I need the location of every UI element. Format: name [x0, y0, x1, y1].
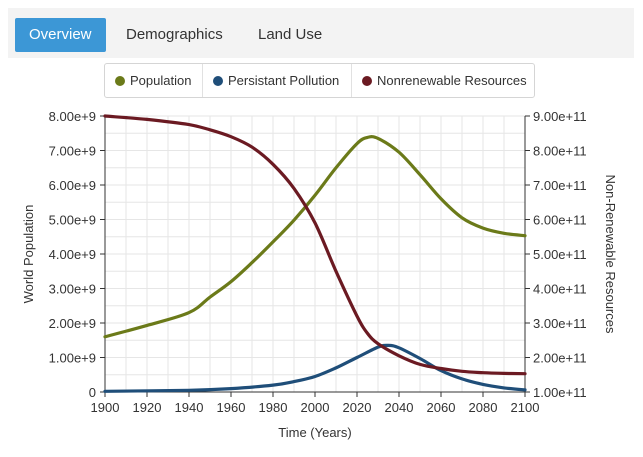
- series-line-nonrenewable-resources: [103, 114, 527, 376]
- y-tick-label-left: 7.00e+9: [49, 144, 96, 159]
- y-tick-label-right: 1.00e+11: [533, 385, 587, 400]
- y-tick-label-right: 6.00e+11: [533, 213, 587, 228]
- y-tick-label-left: 0: [89, 385, 96, 400]
- legend-dot-icon: [213, 75, 223, 86]
- y-axis-title-left: World Population: [21, 205, 36, 304]
- y-tick-label-left: 1.00e+9: [49, 351, 96, 366]
- y-tick-label-right: 9.00e+11: [533, 109, 587, 124]
- chart-labels: 1900 1920 1940 1960 1980 2000 2020 2040 2060 2080…: [21, 109, 618, 440]
- legend-label: Population: [130, 73, 192, 88]
- legend-dot-icon: [362, 75, 372, 86]
- legend-item-pollution[interactable]: Persistant Pollution: [213, 64, 339, 97]
- y-axis-title-right: Non-Renewable Resources: [603, 175, 618, 334]
- tab-land-use[interactable]: Land Use: [258, 26, 323, 43]
- y-tick-label-left: 2.00e+9: [49, 316, 96, 331]
- x-tick-label: 2060: [427, 400, 456, 415]
- y-tick-label-right: 8.00e+11: [533, 144, 587, 159]
- x-tick-label: 1940: [175, 400, 204, 415]
- legend-item-population[interactable]: Population: [115, 64, 191, 97]
- y-tick-label-left: 4.00e+9: [49, 247, 96, 262]
- legend-label: Persistant Pollution: [228, 73, 340, 88]
- x-tick-label: 2080: [469, 400, 498, 415]
- legend-label: Nonrenewable Resources: [377, 73, 527, 88]
- y-tick-label-left: 5.00e+9: [49, 213, 96, 228]
- x-tick-label: 2100: [511, 400, 540, 415]
- legend-item-resources[interactable]: Nonrenewable Resources: [362, 64, 527, 97]
- x-tick-label: 2000: [301, 400, 330, 415]
- y-tick-label-right: 3.00e+11: [533, 316, 587, 331]
- y-tick-label-right: 7.00e+11: [533, 178, 587, 193]
- x-tick-label: 1960: [217, 400, 246, 415]
- x-tick-label: 2040: [385, 400, 414, 415]
- x-tick-label: 1900: [91, 400, 120, 415]
- y-tick-label-right: 2.00e+11: [533, 351, 587, 366]
- legend-divider: [351, 64, 352, 97]
- tab-demographics[interactable]: Demographics: [126, 26, 223, 43]
- chart-legend: Population Persistant Pollution Nonrenew…: [104, 63, 535, 98]
- y-tick-label-left: 3.00e+9: [49, 282, 96, 297]
- tab-overview[interactable]: Overview: [15, 18, 106, 52]
- series-line-population: [103, 135, 527, 339]
- y-tick-label-right: 4.00e+11: [533, 282, 587, 297]
- series-line-persistant-pollution: [103, 343, 527, 393]
- x-tick-label: 1980: [259, 400, 288, 415]
- tab-bar: Overview Demographics Land Use: [8, 8, 634, 58]
- y-tick-label-left: 8.00e+9: [49, 109, 96, 124]
- legend-dot-icon: [115, 75, 125, 86]
- x-axis-title: Time (Years): [278, 425, 351, 440]
- legend-divider: [202, 64, 203, 97]
- chart-grid: [104, 115, 526, 393]
- chart-series: [103, 114, 527, 393]
- y-tick-label-right: 5.00e+11: [533, 247, 587, 262]
- y-tick-label-left: 6.00e+9: [49, 178, 96, 193]
- x-tick-label: 1920: [133, 400, 162, 415]
- x-tick-label: 2020: [343, 400, 372, 415]
